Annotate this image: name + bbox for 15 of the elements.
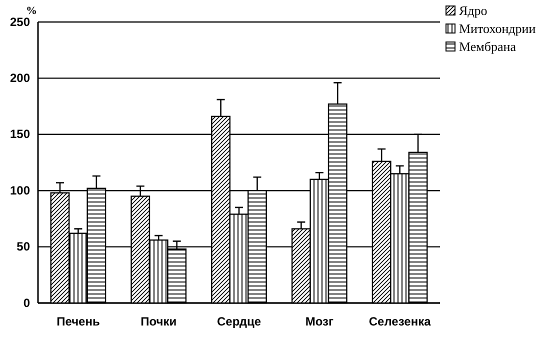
y-axis-title: % [26, 5, 37, 17]
y-tick-label: 50 [16, 240, 30, 254]
y-tick-label: 250 [10, 14, 30, 29]
x-tick-label: Селезенка [368, 314, 432, 329]
x-tick-label: Почки [140, 314, 177, 329]
legend-label: Митохондрии [459, 21, 536, 36]
legend-label: Ядро [459, 3, 488, 18]
y-tick-label: 0 [23, 296, 30, 310]
y-tick-label: 200 [10, 71, 30, 86]
x-tick-label: Сердце [216, 314, 262, 329]
y-tick-label: 150 [10, 127, 30, 142]
x-tick-label: Мозг [305, 314, 334, 329]
x-tick-label: Печень [56, 314, 100, 329]
legend-label: Мембрана [459, 39, 516, 54]
y-tick-label: 100 [10, 183, 30, 198]
